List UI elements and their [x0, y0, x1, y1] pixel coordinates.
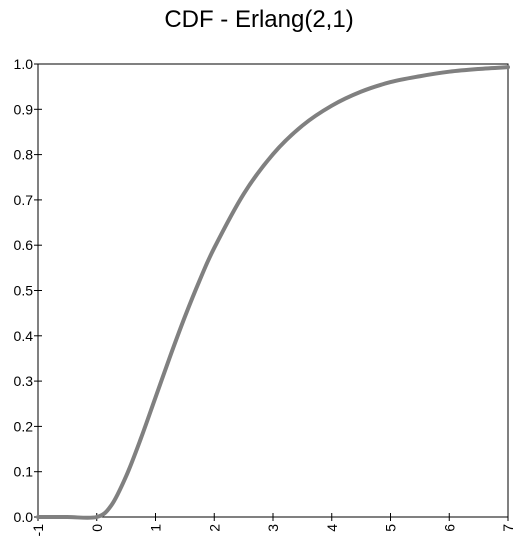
y-tick-label: 0.7: [14, 192, 34, 208]
tick-labels: 0.0 0.1 0.2 0.3 0.4 0.5 0.6 0.7 0.8 0.9 1.0 -1 0 1 2 3 4…: [14, 56, 516, 536]
x-tick-label: 7: [500, 524, 516, 532]
cdf-line: [36, 65, 510, 520]
x-tick-label: 2: [206, 524, 222, 532]
y-tick-label: 0.6: [14, 237, 34, 253]
y-tick-label: 0.3: [14, 373, 34, 389]
y-tick-label: 0.0: [14, 509, 34, 525]
axes: [37, 63, 509, 518]
x-tick-label: 6: [441, 524, 457, 532]
series: [36, 65, 510, 520]
x-tick-label: 3: [265, 524, 281, 532]
x-tick-label: 5: [383, 524, 399, 532]
x-tick-label: 0: [89, 524, 105, 532]
y-tick-label: 1.0: [14, 56, 34, 72]
y-tick-label: 0.1: [14, 464, 34, 480]
y-tick-label: 0.8: [14, 147, 34, 163]
y-tick-label: 0.2: [14, 418, 34, 434]
x-tick-label: -1: [30, 524, 46, 537]
chart-title: CDF - Erlang(2,1): [164, 6, 354, 33]
y-tick-label: 0.9: [14, 101, 34, 117]
ticks: [34, 63, 509, 521]
plot-frame: [37, 63, 509, 518]
y-tick-label: 0.4: [14, 328, 34, 344]
x-tick-label: 4: [324, 524, 340, 532]
y-tick-label: 0.5: [14, 283, 34, 299]
x-tick-label: 1: [148, 524, 164, 532]
